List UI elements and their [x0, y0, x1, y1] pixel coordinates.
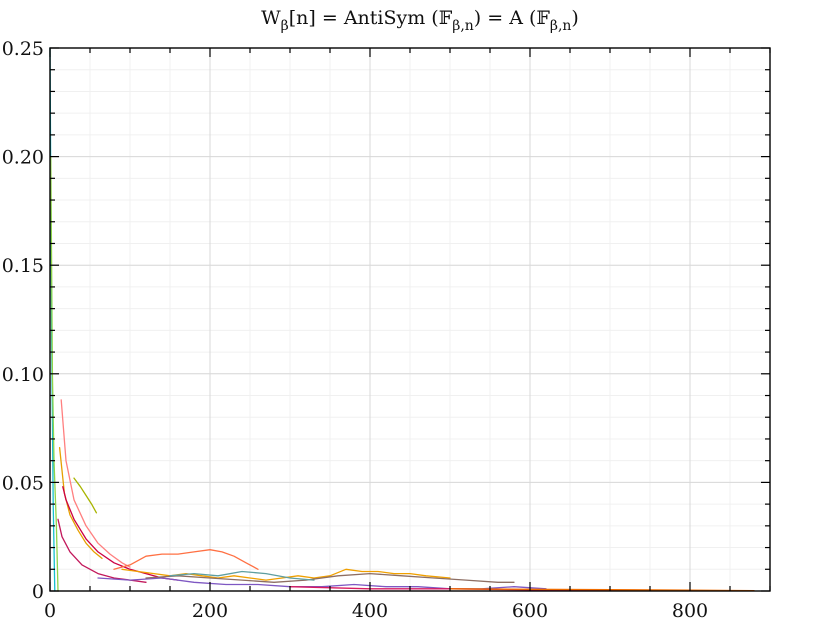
grid — [49, 47, 771, 592]
chart-title: Wβ[n] = AntiSym (𝔽β,n) = A (𝔽β,n) — [261, 7, 579, 34]
x-tick-label: 400 — [352, 600, 388, 622]
title-part-w: W — [261, 7, 281, 29]
title-part-sub2: β,n — [550, 18, 572, 34]
y-tick-label: 0.20 — [2, 147, 44, 169]
series-line-11 — [145, 572, 515, 583]
x-tick-label: 800 — [672, 600, 708, 622]
y-tick-label: 0.10 — [2, 364, 44, 386]
ticks — [49, 47, 771, 592]
series-line-7 — [57, 518, 147, 583]
series-group — [49, 47, 755, 592]
series-line-8 — [113, 549, 259, 570]
tick-labels: 0 200 400 600 800 0 0.05 0.10 0.15 0.20 0.25 — [2, 38, 708, 622]
title-part-sub1: β,n — [452, 18, 474, 34]
title-part-mid2: ) = A (𝔽 — [474, 7, 551, 29]
series-line-4 — [58, 446, 103, 560]
y-tick-label: 0.15 — [2, 255, 44, 277]
series-line-6 — [62, 486, 179, 581]
title-part-end: ) — [571, 7, 578, 29]
title-part-w-sub: β — [281, 18, 289, 34]
title-part-mid: [n] = AntiSym (𝔽 — [289, 7, 453, 29]
series-line-12 — [169, 570, 315, 581]
y-tick-label: 0.05 — [2, 472, 44, 494]
series-line-5 — [73, 477, 98, 514]
y-tick-label: 0 — [32, 581, 44, 603]
x-tick-label: 0 — [44, 600, 56, 622]
series-line-3 — [60, 399, 131, 568]
series-line-9 — [121, 568, 451, 581]
x-tick-label: 600 — [512, 600, 548, 622]
x-tick-label: 200 — [192, 600, 228, 622]
y-tick-label: 0.25 — [2, 38, 44, 60]
